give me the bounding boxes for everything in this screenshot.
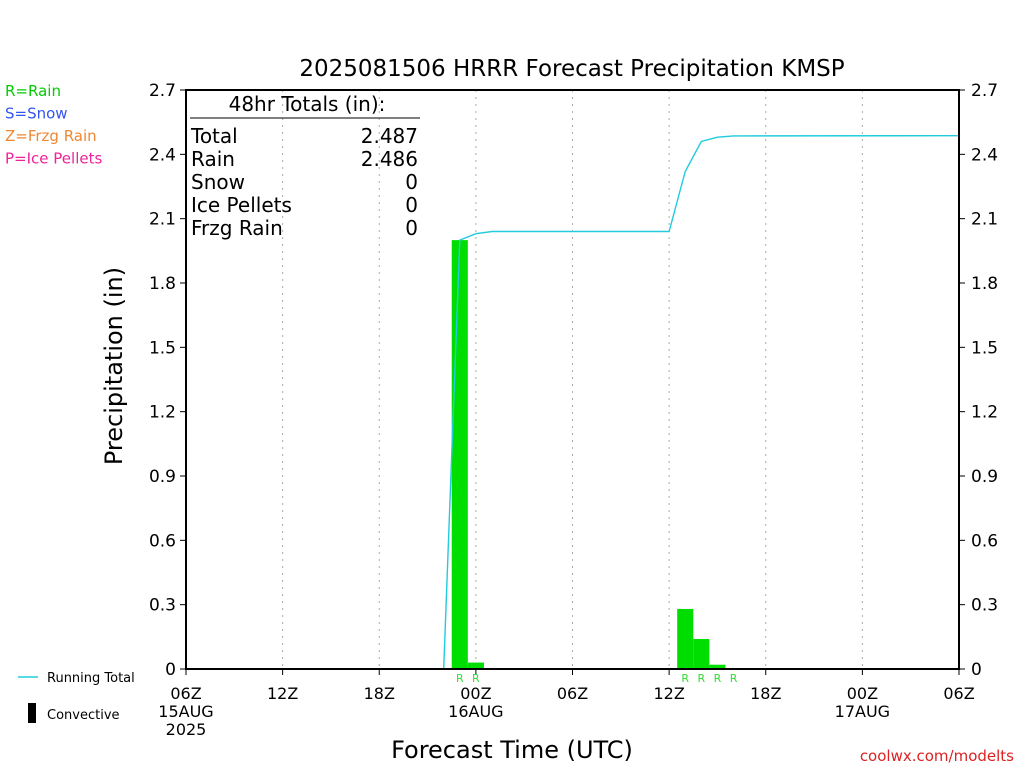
x-tick-label-7-0: 00Z xyxy=(847,684,878,703)
precip-bars xyxy=(451,240,726,669)
type-legend-item-3: P=Ice Pellets xyxy=(5,150,102,168)
y-tick-label-right-3: 0.9 xyxy=(971,467,998,487)
x-tick-label-4-0: 06Z xyxy=(557,684,588,703)
totals-row-label-2: Snow xyxy=(191,170,245,194)
y-tick-label-right-2: 0.6 xyxy=(971,531,998,551)
precip-type-legend: R=Rain S=Snow Z=Frzg Rain P=Ice Pellets xyxy=(5,82,102,168)
precip-bar-3 xyxy=(693,638,710,669)
y-tick-label-right-4: 1.2 xyxy=(971,403,998,423)
y-tick-label-left-3: 0.9 xyxy=(149,467,176,487)
series-legend: Running Total Convective xyxy=(18,671,135,723)
type-legend-item-2: Z=Frzg Rain xyxy=(5,127,97,145)
x-tick-label-7-1: 17AUG xyxy=(835,702,890,721)
legend-convective-swatch xyxy=(28,703,36,723)
totals-row-value-4: 0 xyxy=(405,216,418,240)
x-tick-label-1-0: 12Z xyxy=(267,684,298,703)
precip-type-marker-0: R xyxy=(456,672,464,685)
y-tick-label-left-8: 2.4 xyxy=(149,145,176,165)
y-axis-left: 0 0.3 0.6 0.9 1.2 1.5 1.8 2.1 2.4 2.7 xyxy=(149,81,186,680)
y-tick-label-left-1: 0.3 xyxy=(149,596,176,616)
y-tick-label-right-5: 1.5 xyxy=(971,338,998,358)
precip-bar-1 xyxy=(467,662,484,669)
x-tick-label-3-1: 16AUG xyxy=(448,702,503,721)
precip-type-marker-4: R xyxy=(714,672,722,685)
y-tick-label-left-4: 1.2 xyxy=(149,403,176,423)
totals-box: 48hr Totals (in): Total 2.487 Rain 2.486 Sno… xyxy=(190,92,420,240)
precip-bar-4 xyxy=(709,664,726,669)
precip-bar-0 xyxy=(451,240,468,669)
y-axis-right: 0 0.3 0.6 0.9 1.2 1.5 1.8 2.1 2.4 2.7 xyxy=(959,81,998,680)
y-tick-label-left-7: 2.1 xyxy=(149,210,176,230)
gridlines xyxy=(282,90,863,669)
y-tick-label-left-6: 1.8 xyxy=(149,274,176,294)
totals-row-label-1: Rain xyxy=(191,147,235,171)
precip-type-marker-2: R xyxy=(681,672,689,685)
y-axis-label: Precipitation (in) xyxy=(100,267,128,465)
running-total-line xyxy=(194,134,960,670)
totals-row-label-0: Total xyxy=(190,124,238,148)
legend-running-total-label: Running Total xyxy=(47,671,135,686)
x-axis-label: Forecast Time (UTC) xyxy=(391,736,633,764)
y-tick-label-left-5: 1.5 xyxy=(149,338,176,358)
precip-type-marker-3: R xyxy=(698,672,706,685)
x-tick-label-0-2: 2025 xyxy=(166,720,207,739)
y-tick-label-right-1: 0.3 xyxy=(971,596,998,616)
legend-convective-label: Convective xyxy=(47,708,120,723)
x-tick-label-0-1: 15AUG xyxy=(158,702,213,721)
y-tick-label-left-9: 2.7 xyxy=(149,81,176,101)
x-tick-label-2-0: 18Z xyxy=(364,684,395,703)
totals-header: 48hr Totals (in): xyxy=(229,92,386,116)
chart-title: 2025081506 HRRR Forecast Precipitation K… xyxy=(299,56,844,82)
x-tick-label-6-0: 18Z xyxy=(750,684,781,703)
precip-bar-2 xyxy=(677,608,694,669)
y-tick-label-right-0: 0 xyxy=(971,660,982,680)
plot-frame xyxy=(185,89,960,670)
x-tick-label-8-0: 06Z xyxy=(943,684,974,703)
totals-row-value-3: 0 xyxy=(405,193,418,217)
totals-row-label-3: Ice Pellets xyxy=(191,193,292,217)
totals-row-value-2: 0 xyxy=(405,170,418,194)
y-tick-label-right-8: 2.4 xyxy=(971,145,998,165)
x-tick-label-0-0: 06Z xyxy=(170,684,201,703)
y-tick-label-left-0: 0 xyxy=(165,660,176,680)
credit-text: coolwx.com/modelts xyxy=(860,747,1014,765)
precip-type-marker-1: R xyxy=(472,672,480,685)
type-legend-item-1: S=Snow xyxy=(5,105,68,123)
x-tick-label-5-0: 12Z xyxy=(653,684,684,703)
y-tick-label-right-7: 2.1 xyxy=(971,210,998,230)
x-tick-label-3-0: 00Z xyxy=(460,684,491,703)
y-tick-label-right-9: 2.7 xyxy=(971,81,998,101)
totals-row-value-1: 2.486 xyxy=(361,147,418,171)
totals-row-value-0: 2.487 xyxy=(361,124,418,148)
precip-type-marker-5: R xyxy=(730,672,738,685)
y-tick-label-left-2: 0.6 xyxy=(149,531,176,551)
y-tick-label-right-6: 1.8 xyxy=(971,274,998,294)
type-legend-item-0: R=Rain xyxy=(5,82,61,100)
totals-row-label-4: Frzg Rain xyxy=(191,216,283,240)
